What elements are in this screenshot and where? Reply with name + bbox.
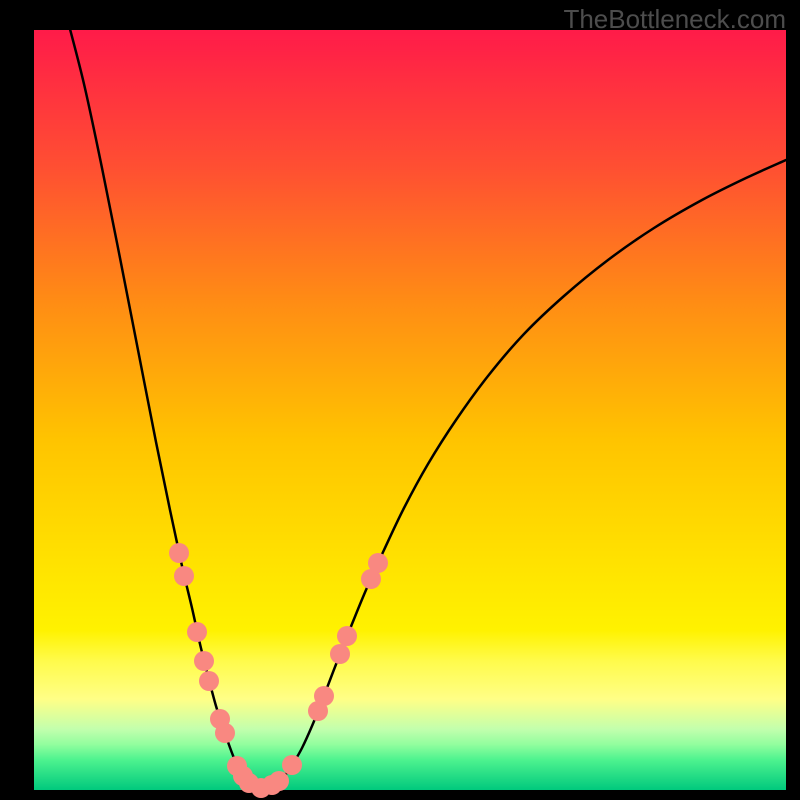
data-marker xyxy=(215,723,235,743)
data-marker xyxy=(174,566,194,586)
data-marker xyxy=(337,626,357,646)
data-marker xyxy=(368,553,388,573)
watermark-text: TheBottleneck.com xyxy=(563,4,786,35)
data-marker xyxy=(187,622,207,642)
data-marker xyxy=(194,651,214,671)
data-marker xyxy=(169,543,189,563)
data-marker xyxy=(330,644,350,664)
plot-gradient-background xyxy=(34,30,786,790)
data-marker xyxy=(199,671,219,691)
data-marker xyxy=(314,686,334,706)
data-marker xyxy=(282,755,302,775)
data-marker xyxy=(269,771,289,791)
chart-stage: TheBottleneck.com xyxy=(0,0,800,800)
